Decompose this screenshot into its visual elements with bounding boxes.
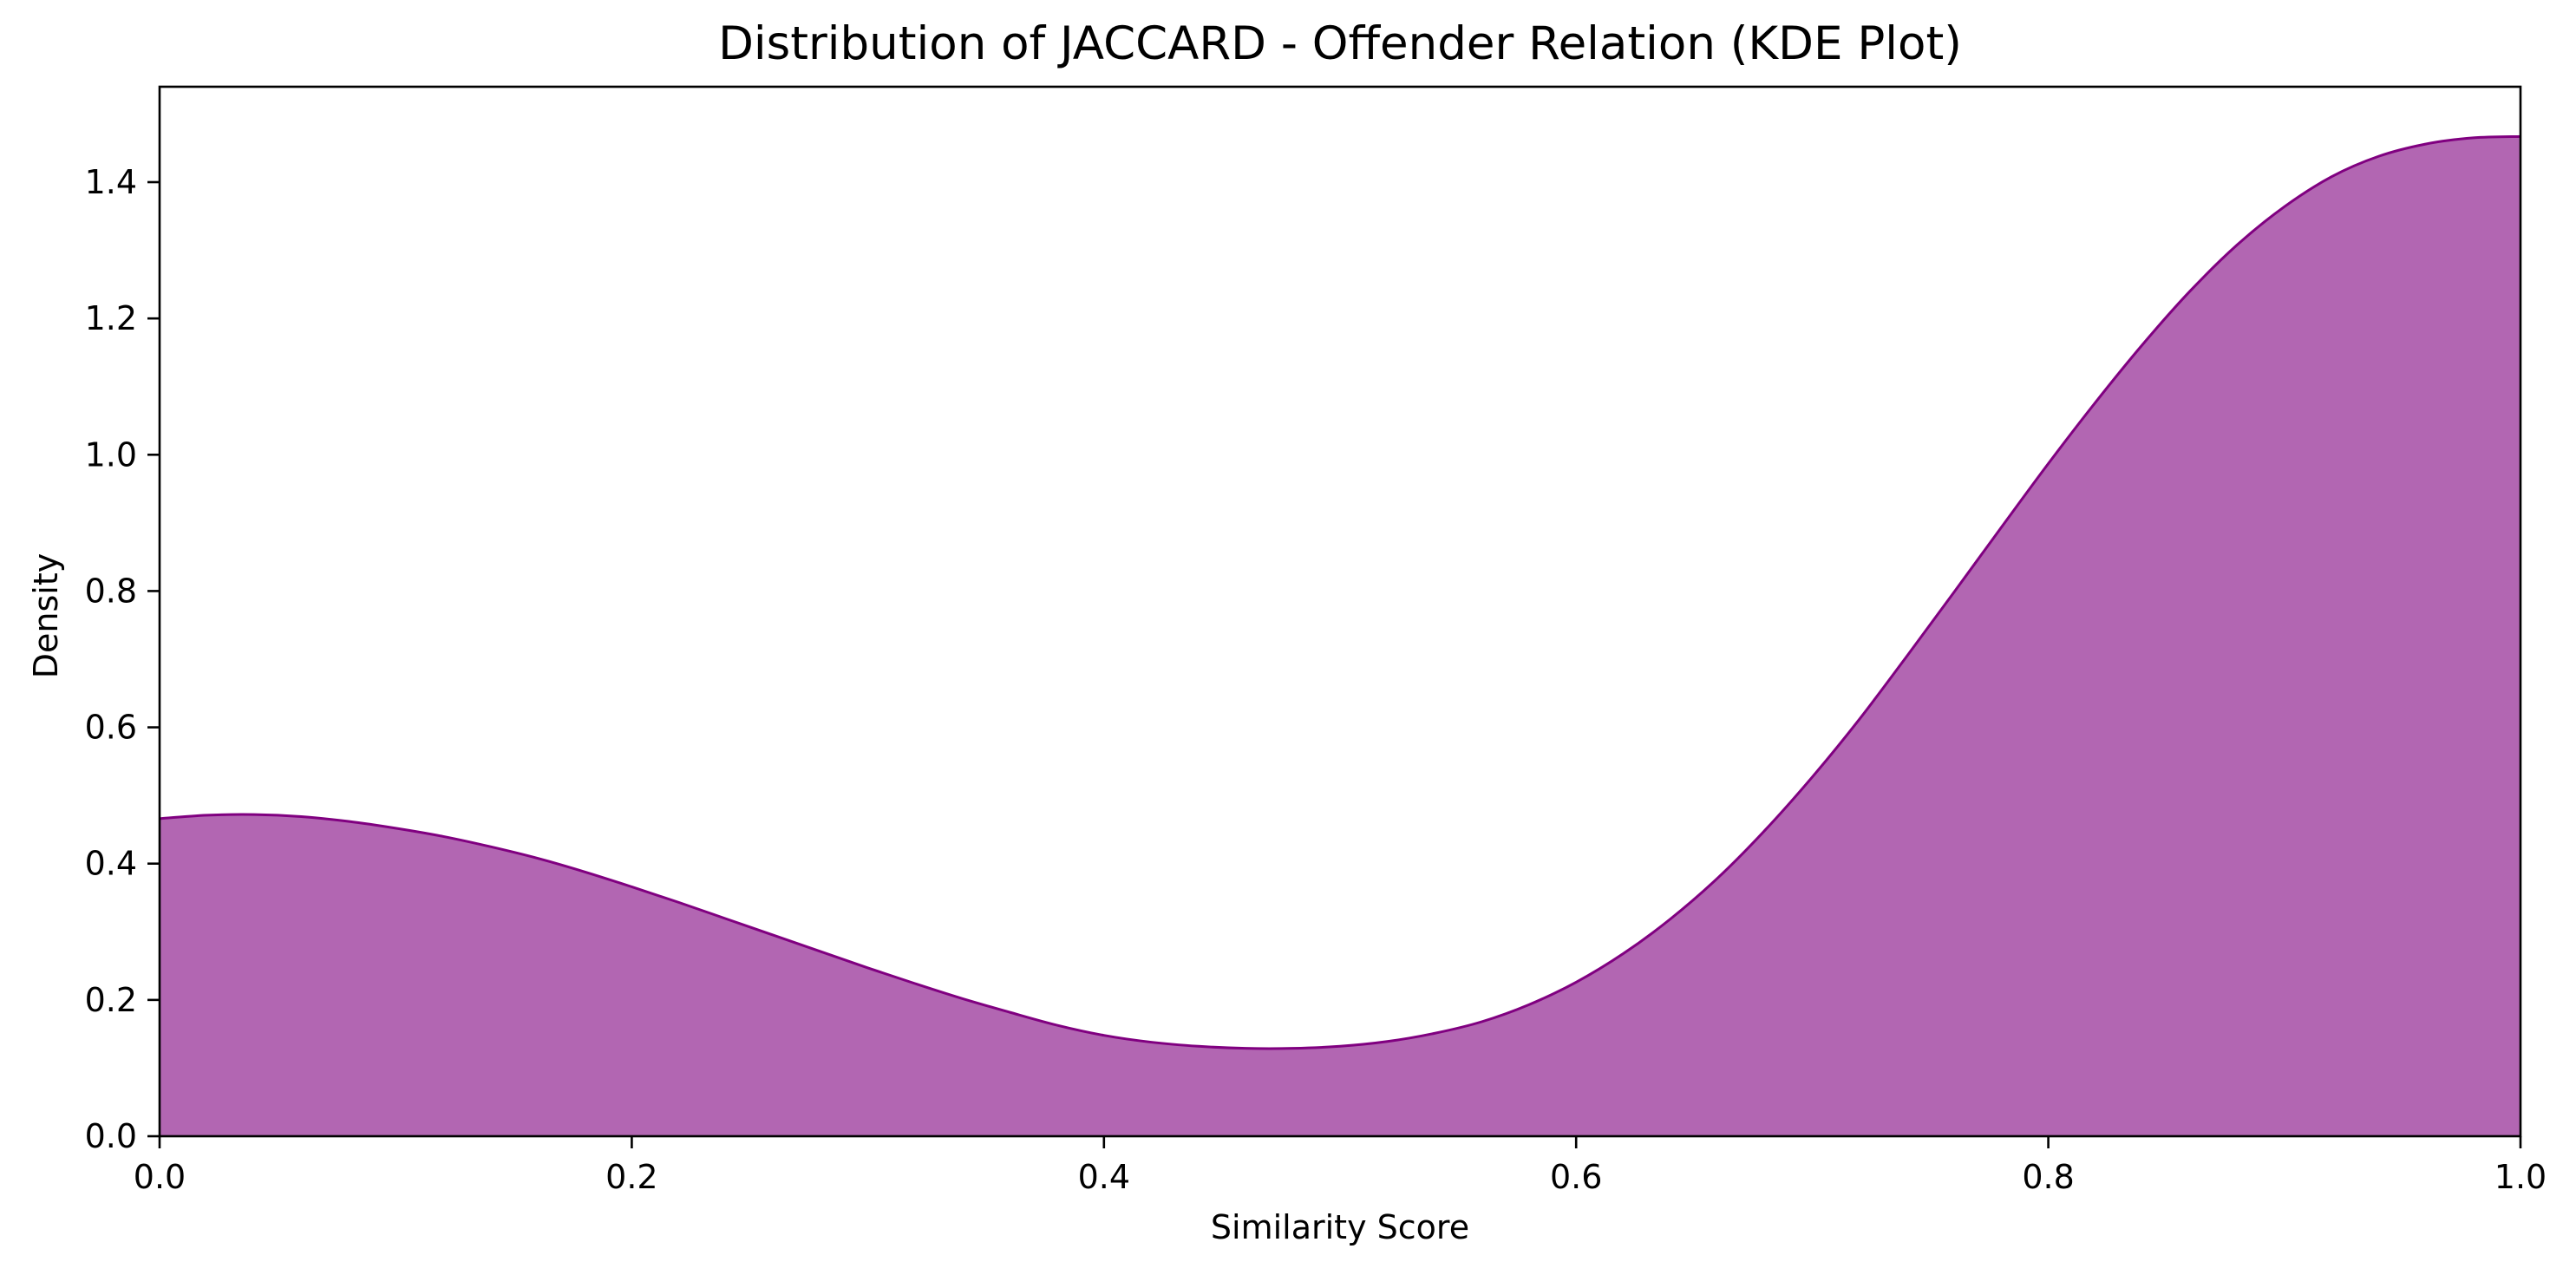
- axes-frame: [158, 85, 2522, 1138]
- x-tick-label: 0.8: [2022, 1158, 2074, 1196]
- x-tick-label: 1.0: [2494, 1158, 2547, 1196]
- x-axis-label: Similarity Score: [1211, 1208, 1469, 1246]
- x-tick-label: 0.4: [1078, 1158, 1130, 1196]
- x-tick-label: 0.0: [134, 1158, 186, 1196]
- y-tick-label: 0.2: [85, 981, 137, 1019]
- plot-area: [159, 134, 2521, 1137]
- y-tick-label: 1.4: [85, 163, 137, 201]
- x-tick-label: 0.2: [605, 1158, 657, 1196]
- x-axis-ticks: 0.0 0.2 0.4 0.6 0.8 1.0: [134, 1136, 2547, 1196]
- y-tick-label: 0.6: [85, 709, 137, 747]
- y-axis-ticks: 0.0 0.2 0.4 0.6 0.8 1.0 1.2 1.4: [85, 163, 160, 1155]
- y-tick-label: 0.8: [85, 572, 137, 610]
- y-tick-label: 1.0: [85, 435, 137, 474]
- y-axis-label: Density: [27, 553, 65, 678]
- density-fill-area: [160, 136, 2520, 1137]
- x-tick-label: 0.6: [1550, 1158, 1602, 1196]
- y-tick-label: 0.4: [85, 845, 137, 883]
- y-tick-label: 1.2: [85, 299, 137, 337]
- chart-title: Distribution of JACCARD - Offender Relat…: [718, 17, 1962, 70]
- density-curve: [159, 134, 2521, 1050]
- y-tick-label: 0.0: [85, 1117, 137, 1155]
